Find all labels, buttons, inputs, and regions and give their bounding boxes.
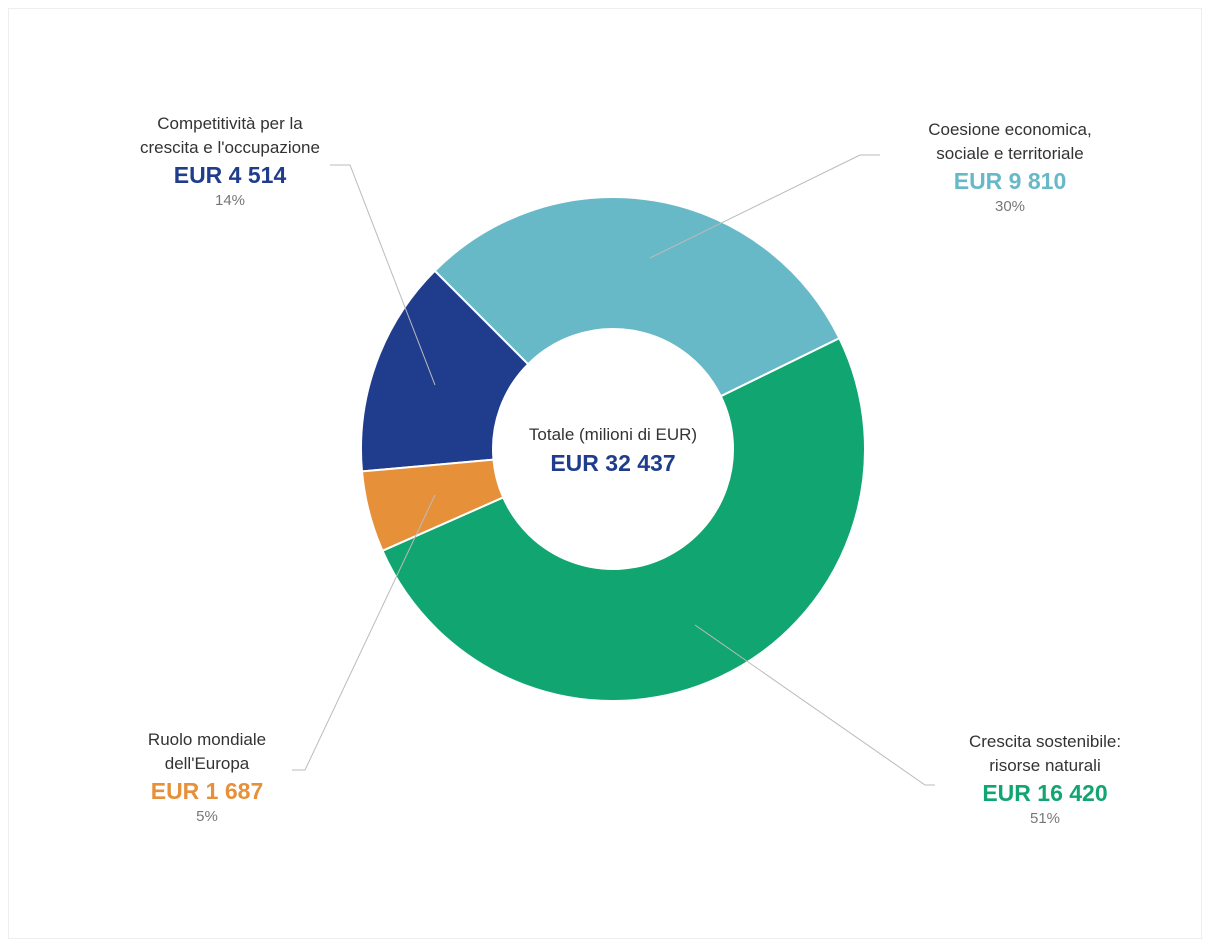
donut-slice [360,458,505,553]
frame [8,8,1202,939]
percentage-label: 30% [994,198,1026,215]
percentage-label: 5% [196,808,218,825]
slice-label: Competitività per la crescita e l'occupa… [80,112,380,212]
slice-label: Crescita sostenibile: risorse naturali EU… [895,730,1195,830]
slice-label: Coesione economica, sociale e territoria… [860,118,1160,218]
center-label: Totale (milioni di EUR) [528,425,698,444]
percentage-label: 51% [1029,810,1061,827]
category-label: Coesione economica, sociale e territoria… [928,120,1092,163]
leader-lines [292,154,935,786]
slice-label: Ruolo mondiale dell'Europa EUR 1 687 5% [57,728,357,828]
category-label: Competitività per la crescita e l'occupa… [140,114,320,157]
donut-slice [360,269,530,473]
leader-line [292,494,436,771]
total-label: EUR 32 437 [550,450,676,476]
percentage-label: 14% [214,192,246,209]
category-label: Crescita sostenibile: risorse naturali [968,732,1122,775]
leader-line [330,164,436,386]
category-label: Ruolo mondiale dell'Europa [147,730,267,773]
donut-slice [381,336,866,702]
leader-line [694,624,935,786]
value-label: EUR 9 810 [953,168,1067,194]
value-label: EUR 1 687 [150,778,264,804]
leader-line [649,154,880,259]
donut-slice [433,196,841,398]
value-label: EUR 16 420 [982,780,1108,806]
value-label: EUR 4 514 [173,162,287,188]
